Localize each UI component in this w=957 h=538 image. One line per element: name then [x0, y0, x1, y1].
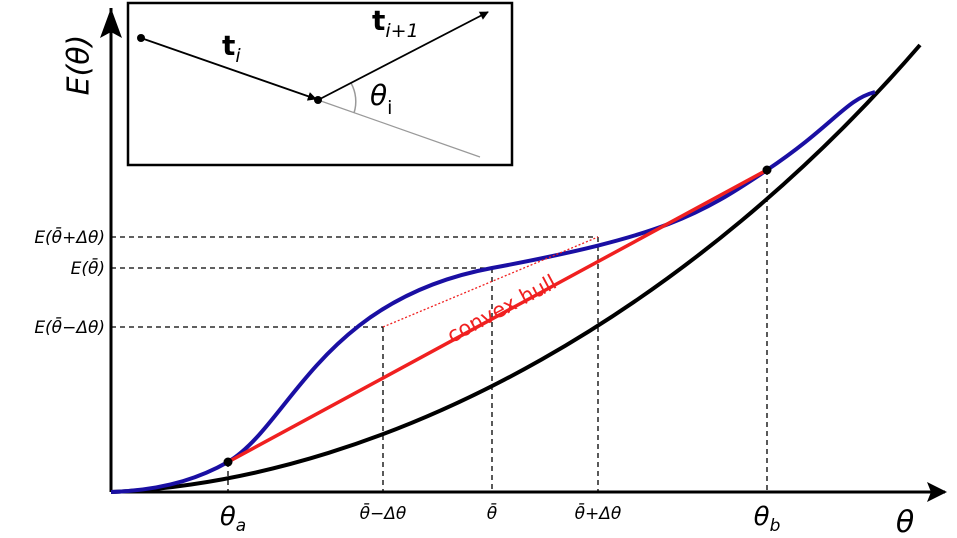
point-a — [223, 457, 233, 467]
vector-2 — [317, 11, 489, 101]
chord-line — [382, 236, 599, 328]
y-axis-arrow — [100, 8, 122, 38]
inset-box — [126, 1, 514, 167]
convex-hull-label: convex hull — [443, 270, 560, 348]
y-label: E(θ̄−Δθ) — [34, 316, 105, 338]
vector-2-label: ti+1 — [372, 4, 419, 42]
extension-line — [317, 99, 481, 158]
label-sub: i — [235, 45, 241, 67]
label-base: θ — [370, 79, 387, 112]
vector-1 — [140, 37, 317, 101]
vector-1-label: ti — [222, 29, 241, 67]
black-curve — [110, 43, 922, 494]
x-axis-title: θ — [896, 505, 914, 538]
x-label-base: θ — [754, 502, 770, 532]
x-label-sub: a — [236, 516, 246, 536]
y-label: E(θ̄+Δθ) — [34, 226, 105, 248]
label-base: t — [372, 4, 385, 37]
inset-point — [314, 96, 322, 104]
label-base: t — [222, 29, 235, 62]
angle-arc — [350, 82, 357, 114]
y-axis-title: E(θ) — [62, 35, 97, 96]
x-label: θa — [220, 502, 246, 536]
label-sub: i+1 — [385, 20, 418, 42]
inset-point — [137, 34, 145, 42]
x-label: θb — [754, 502, 781, 536]
guide-lines — [111, 170, 768, 492]
x-label-base: θ — [220, 502, 236, 532]
x-label-sub: b — [770, 516, 781, 536]
x-label: θ̄−Δθ — [360, 502, 407, 524]
point-b — [762, 165, 772, 175]
convex-hull-line — [227, 168, 768, 464]
y-label: E(θ̄) — [71, 257, 105, 279]
x-label: θ̄ — [487, 502, 498, 524]
x-label: θ̄+Δθ — [575, 502, 622, 524]
angle-label: θi — [370, 79, 392, 119]
label-sub: i — [387, 97, 392, 119]
blue-curve — [110, 90, 876, 494]
